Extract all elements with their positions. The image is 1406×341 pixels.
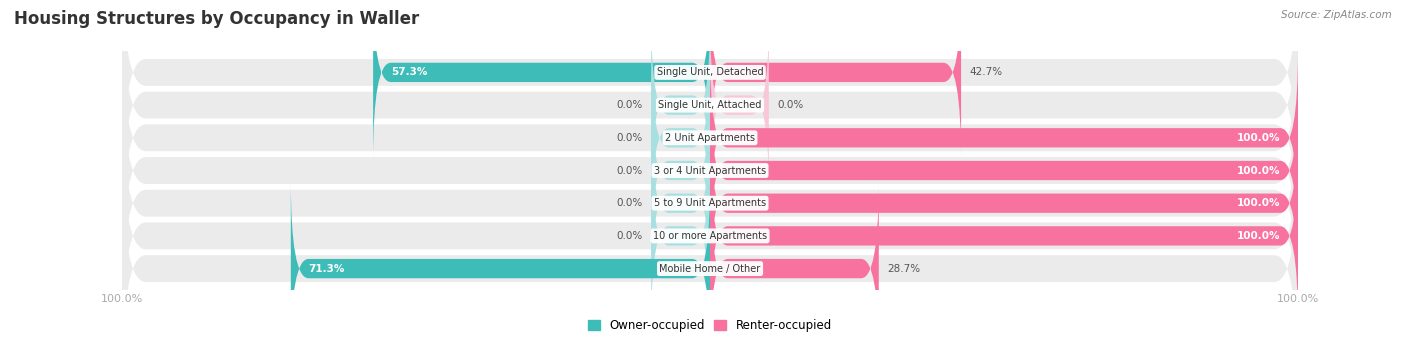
Text: 0.0%: 0.0% — [616, 100, 643, 110]
Text: 0.0%: 0.0% — [616, 165, 643, 176]
FancyBboxPatch shape — [122, 0, 1298, 190]
Text: 42.7%: 42.7% — [970, 68, 1002, 77]
FancyBboxPatch shape — [122, 53, 1298, 288]
FancyBboxPatch shape — [373, 0, 710, 161]
Text: Single Unit, Detached: Single Unit, Detached — [657, 68, 763, 77]
FancyBboxPatch shape — [122, 20, 1298, 255]
Text: 5 to 9 Unit Apartments: 5 to 9 Unit Apartments — [654, 198, 766, 208]
FancyBboxPatch shape — [291, 180, 710, 341]
Text: 100.0%: 100.0% — [1237, 198, 1281, 208]
Text: 2 Unit Apartments: 2 Unit Apartments — [665, 133, 755, 143]
FancyBboxPatch shape — [710, 17, 769, 194]
FancyBboxPatch shape — [651, 17, 710, 194]
Text: 10 or more Apartments: 10 or more Apartments — [652, 231, 768, 241]
FancyBboxPatch shape — [122, 0, 1298, 222]
FancyBboxPatch shape — [122, 151, 1298, 341]
Text: 0.0%: 0.0% — [616, 198, 643, 208]
Text: Single Unit, Attached: Single Unit, Attached — [658, 100, 762, 110]
Text: 28.7%: 28.7% — [887, 264, 921, 273]
FancyBboxPatch shape — [710, 82, 1298, 259]
Text: 57.3%: 57.3% — [391, 68, 427, 77]
Text: Housing Structures by Occupancy in Waller: Housing Structures by Occupancy in Walle… — [14, 10, 419, 28]
FancyBboxPatch shape — [710, 115, 1298, 292]
Legend: Owner-occupied, Renter-occupied: Owner-occupied, Renter-occupied — [583, 314, 837, 337]
FancyBboxPatch shape — [651, 147, 710, 324]
FancyBboxPatch shape — [710, 180, 879, 341]
FancyBboxPatch shape — [122, 119, 1298, 341]
Text: 0.0%: 0.0% — [616, 133, 643, 143]
Text: 71.3%: 71.3% — [308, 264, 344, 273]
Text: 0.0%: 0.0% — [778, 100, 804, 110]
FancyBboxPatch shape — [122, 86, 1298, 321]
FancyBboxPatch shape — [710, 49, 1298, 226]
FancyBboxPatch shape — [651, 82, 710, 259]
Text: 3 or 4 Unit Apartments: 3 or 4 Unit Apartments — [654, 165, 766, 176]
Text: Mobile Home / Other: Mobile Home / Other — [659, 264, 761, 273]
Text: 100.0%: 100.0% — [1237, 165, 1281, 176]
Text: Source: ZipAtlas.com: Source: ZipAtlas.com — [1281, 10, 1392, 20]
FancyBboxPatch shape — [710, 0, 962, 161]
Text: 0.0%: 0.0% — [616, 231, 643, 241]
FancyBboxPatch shape — [651, 115, 710, 292]
Text: 100.0%: 100.0% — [1237, 231, 1281, 241]
Text: 100.0%: 100.0% — [1237, 133, 1281, 143]
FancyBboxPatch shape — [651, 49, 710, 226]
FancyBboxPatch shape — [710, 147, 1298, 324]
